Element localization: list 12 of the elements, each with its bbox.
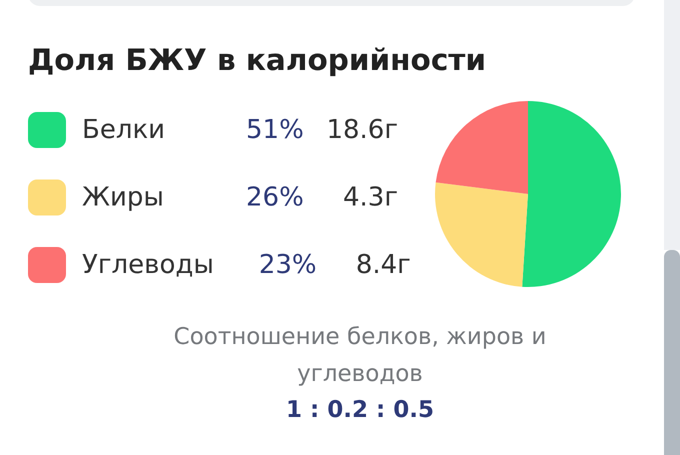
text: 1 : 0.2 : 0.5	[285, 396, 435, 425]
data-label: 51%	[246, 115, 304, 145]
legend-label: Углеводы	[82, 250, 214, 280]
legend-label: Белки	[82, 115, 166, 145]
data-label: 23%	[258, 250, 317, 280]
data-label: 26%	[246, 182, 304, 212]
legend-label: Жиры	[82, 182, 164, 212]
text: Соотношение белков, жиров и углеводов	[172, 323, 548, 388]
text: 18.6г	[326, 115, 398, 145]
text: 4.3г	[342, 182, 398, 212]
text: 8.4г	[356, 250, 411, 280]
chart-title: Доля БЖУ в калорийности	[28, 43, 486, 77]
